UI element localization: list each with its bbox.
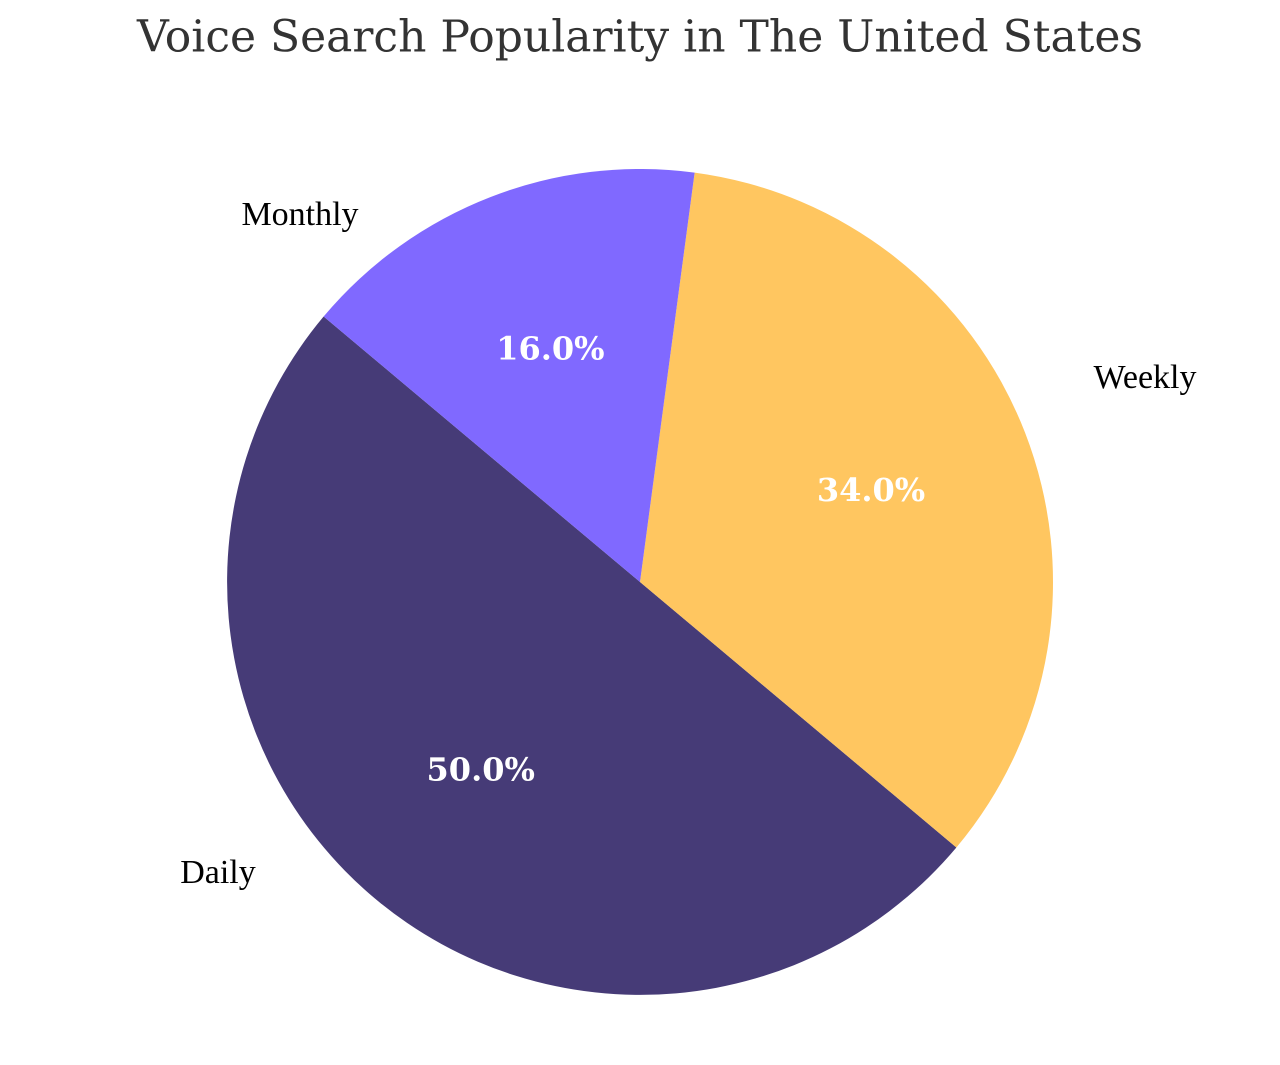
value-label: 16.0%: [496, 329, 604, 367]
pie-slice: [227, 316, 957, 995]
value-label: 34.0%: [817, 471, 925, 509]
pie-slice: [640, 172, 1053, 848]
category-label: Monthly: [241, 196, 358, 233]
category-label: Daily: [180, 854, 256, 891]
pie-slice: [323, 169, 695, 582]
value-label: 50.0%: [427, 750, 535, 788]
category-label: Weekly: [1094, 359, 1197, 396]
chart-title: Voice Search Popularity in The United St…: [136, 12, 1143, 63]
